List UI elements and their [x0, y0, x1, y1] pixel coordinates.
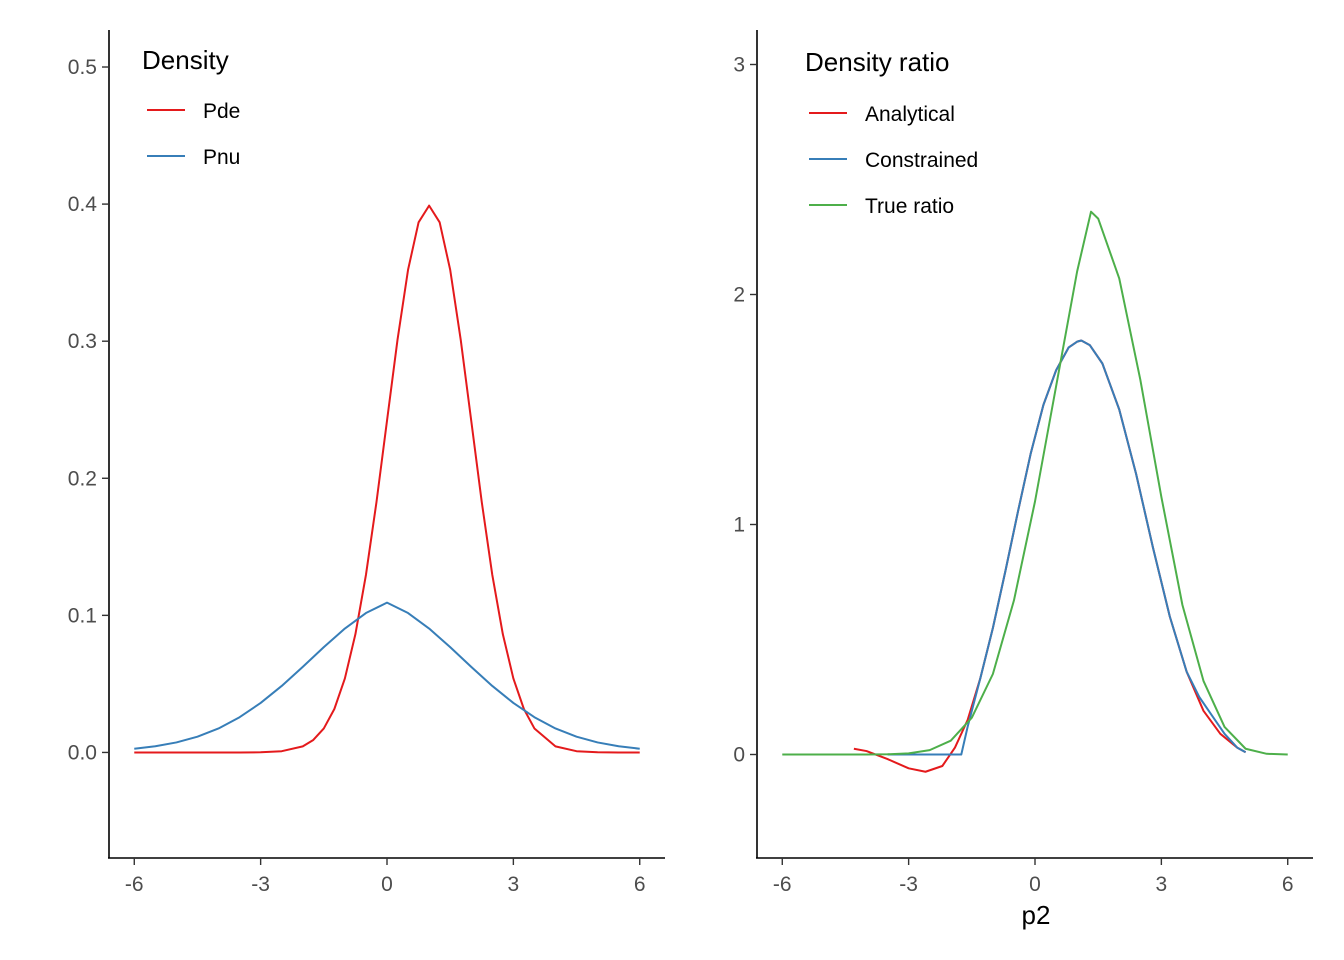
y-tick-label: 0.1 [68, 604, 97, 627]
y-tick-label: 0.0 [68, 741, 97, 764]
series-line-constrained [887, 339, 1247, 756]
x-tick-label: 0 [381, 873, 393, 896]
y-tick-label: 0 [733, 744, 745, 767]
density-panel: -6 -3 0 3 6 0.0 0.1 0.2 0.3 0.4 0.5 Density Pde Pn… [68, 30, 665, 896]
y-tick-label: 3 [733, 54, 745, 77]
density-legend: Density Pde Pnu [142, 45, 240, 169]
x-tick-label: -3 [899, 873, 918, 896]
legend-label-true-ratio: True ratio [865, 195, 954, 218]
series-group [134, 204, 640, 754]
series-group [782, 210, 1288, 773]
y-tick-label: 0.3 [68, 330, 97, 353]
y-tick-label: 0.4 [68, 193, 98, 216]
x-tick-label: 3 [1156, 873, 1168, 896]
x-tick-label: -6 [125, 873, 144, 896]
series-line-pde [134, 204, 640, 754]
legend-title: Density [142, 45, 229, 75]
x-axis-title: p2 [1022, 900, 1051, 930]
x-tick-label: 6 [634, 873, 646, 896]
density-ratio-legend: Density ratio Analytical Constrained Tru… [805, 47, 978, 218]
y-tick-label: 0.2 [68, 467, 97, 490]
y-tick-label: 0.5 [68, 56, 97, 79]
legend-label-constrained: Constrained [865, 149, 978, 172]
legend-label-analytical: Analytical [865, 103, 955, 126]
x-tick-label: 0 [1029, 873, 1041, 896]
tick-group: -6 -3 0 3 6 0.0 0.1 0.2 0.3 0.4 0.5 [68, 56, 646, 896]
x-tick-label: -6 [773, 873, 792, 896]
legend-title: Density ratio [805, 47, 950, 77]
series-line-pnu [134, 601, 640, 750]
legend-label-pnu: Pnu [203, 146, 240, 169]
density-ratio-panel: -6 -3 0 3 6 0 1 2 3 Density ratio Analytical Con… [733, 30, 1313, 930]
tick-group: -6 -3 0 3 6 0 1 2 3 [733, 54, 1293, 897]
y-tick-label: 1 [733, 514, 745, 537]
x-tick-label: -3 [251, 873, 270, 896]
x-tick-label: 3 [508, 873, 520, 896]
series-line-analytical [853, 339, 1247, 773]
legend-label-pde: Pde [203, 100, 240, 123]
series-line-true-ratio [782, 210, 1288, 756]
y-tick-label: 2 [733, 284, 745, 307]
x-tick-label: 6 [1282, 873, 1294, 896]
